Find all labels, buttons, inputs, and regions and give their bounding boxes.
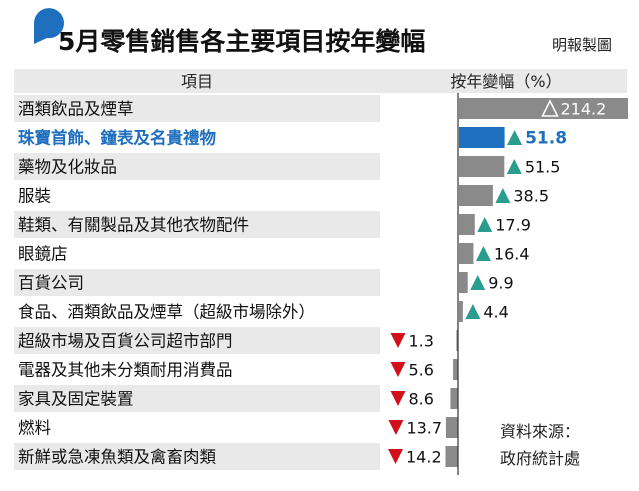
up-triangle-icon xyxy=(495,188,511,203)
row-stripe xyxy=(14,327,380,354)
category-label: 眼鏡店 xyxy=(18,245,68,264)
up-triangle-icon xyxy=(477,217,493,232)
source-note: 資料來源： 政府統計處 xyxy=(500,422,580,468)
table-header: 項目 按年變幅（%） xyxy=(14,69,627,93)
row-stripe xyxy=(14,153,380,180)
table-row: 鞋類、有關製品及其他衣物配件 17.9 xyxy=(14,211,531,238)
category-label: 服裝 xyxy=(18,187,51,206)
chart-rows: 酒類飲品及煙草 214.2 珠寶首飾、鐘表及名貴禮物 51.8 藥物及化妝品 51.5 服裝… xyxy=(14,95,628,470)
up-triangle-icon xyxy=(541,99,559,117)
bar xyxy=(459,156,505,177)
bar xyxy=(459,243,474,264)
table-row: 超級市場及百貨公司超市部門 1.3 xyxy=(14,327,458,354)
value-label: 51.8 xyxy=(525,129,567,149)
value-label: 17.9 xyxy=(495,216,531,235)
up-triangle-icon xyxy=(506,159,522,174)
bar xyxy=(459,98,628,119)
row-stripe xyxy=(14,95,380,122)
up-triangle-icon xyxy=(475,246,491,261)
value-column-header: 按年變幅（%） xyxy=(450,72,561,91)
value-label: 13.7 xyxy=(406,419,442,438)
category-label: 珠寶首飾、鐘表及名貴禮物 xyxy=(18,128,217,148)
category-label: 百貨公司 xyxy=(18,274,84,293)
down-triangle-icon xyxy=(390,391,406,406)
table-row: 燃料 13.7 xyxy=(18,417,458,438)
table-row: 家具及固定裝置 8.6 xyxy=(14,385,458,412)
bar xyxy=(445,446,458,467)
row-stripe xyxy=(14,443,380,470)
value-label: 214.2 xyxy=(561,100,607,119)
source-name: 政府統計處 xyxy=(500,449,580,468)
bar xyxy=(453,359,458,380)
value-label: 1.3 xyxy=(409,332,434,351)
bar xyxy=(459,214,475,235)
row-stripe xyxy=(14,269,380,296)
value-label: 5.6 xyxy=(409,361,434,380)
table-row: 電器及其他未分類耐用消費品 5.6 xyxy=(18,359,458,380)
table-row: 珠寶首飾、鐘表及名貴禮物 51.8 xyxy=(18,127,567,149)
category-label: 藥物及化妝品 xyxy=(18,158,117,177)
bar xyxy=(459,127,505,148)
category-label: 鞋類、有關製品及其他衣物配件 xyxy=(18,216,249,235)
value-label: 8.6 xyxy=(409,390,434,409)
chart-title: 5月零售銷售各主要項目按年變幅 xyxy=(58,27,425,56)
value-label: 4.4 xyxy=(483,303,508,322)
bar xyxy=(456,330,458,351)
value-label: 14.2 xyxy=(406,448,442,467)
speech-bubble-icon xyxy=(34,8,64,44)
down-triangle-icon xyxy=(390,362,406,377)
category-label: 家具及固定裝置 xyxy=(18,390,134,409)
down-triangle-icon xyxy=(388,420,404,435)
category-label: 電器及其他未分類耐用消費品 xyxy=(18,361,233,380)
source-label: 資料來源： xyxy=(500,422,580,441)
category-label: 超級市場及百貨公司超市部門 xyxy=(18,332,233,351)
category-label: 酒類飲品及煙草 xyxy=(18,100,134,119)
bar xyxy=(445,417,458,438)
row-stripe xyxy=(14,211,380,238)
table-row: 食品、酒類飲品及煙草（超級市場除外） 4.4 xyxy=(18,301,509,322)
category-label: 食品、酒類飲品及煙草（超級市場除外） xyxy=(18,303,315,322)
table-row: 新鮮或急凍魚類及禽畜肉類 14.2 xyxy=(14,443,458,470)
row-stripe xyxy=(14,385,380,412)
bar xyxy=(450,388,458,409)
value-label: 16.4 xyxy=(494,245,530,264)
header-background xyxy=(14,69,627,93)
down-triangle-icon xyxy=(390,333,406,348)
value-label: 9.9 xyxy=(488,274,513,293)
up-triangle-icon xyxy=(465,304,481,319)
category-column-header: 項目 xyxy=(181,72,213,91)
value-label: 38.5 xyxy=(513,187,549,206)
credit-text: 明報製圖 xyxy=(552,36,612,54)
down-triangle-icon xyxy=(388,449,404,464)
category-label: 新鮮或急凍魚類及禽畜肉類 xyxy=(18,448,217,467)
table-row: 眼鏡店 16.4 xyxy=(18,243,530,264)
up-triangle-icon xyxy=(507,130,523,145)
table-row: 藥物及化妝品 51.5 xyxy=(14,153,560,180)
up-triangle-icon xyxy=(470,275,486,290)
table-row: 百貨公司 9.9 xyxy=(14,269,514,296)
bar xyxy=(459,185,493,206)
table-row: 酒類飲品及煙草 214.2 xyxy=(14,95,628,122)
value-label: 51.5 xyxy=(525,158,561,177)
bar xyxy=(459,301,463,322)
table-row: 服裝 38.5 xyxy=(18,185,549,206)
category-label: 燃料 xyxy=(18,419,51,438)
title-area: 5月零售銷售各主要項目按年變幅 明報製圖 xyxy=(34,8,612,56)
bar xyxy=(459,272,468,293)
